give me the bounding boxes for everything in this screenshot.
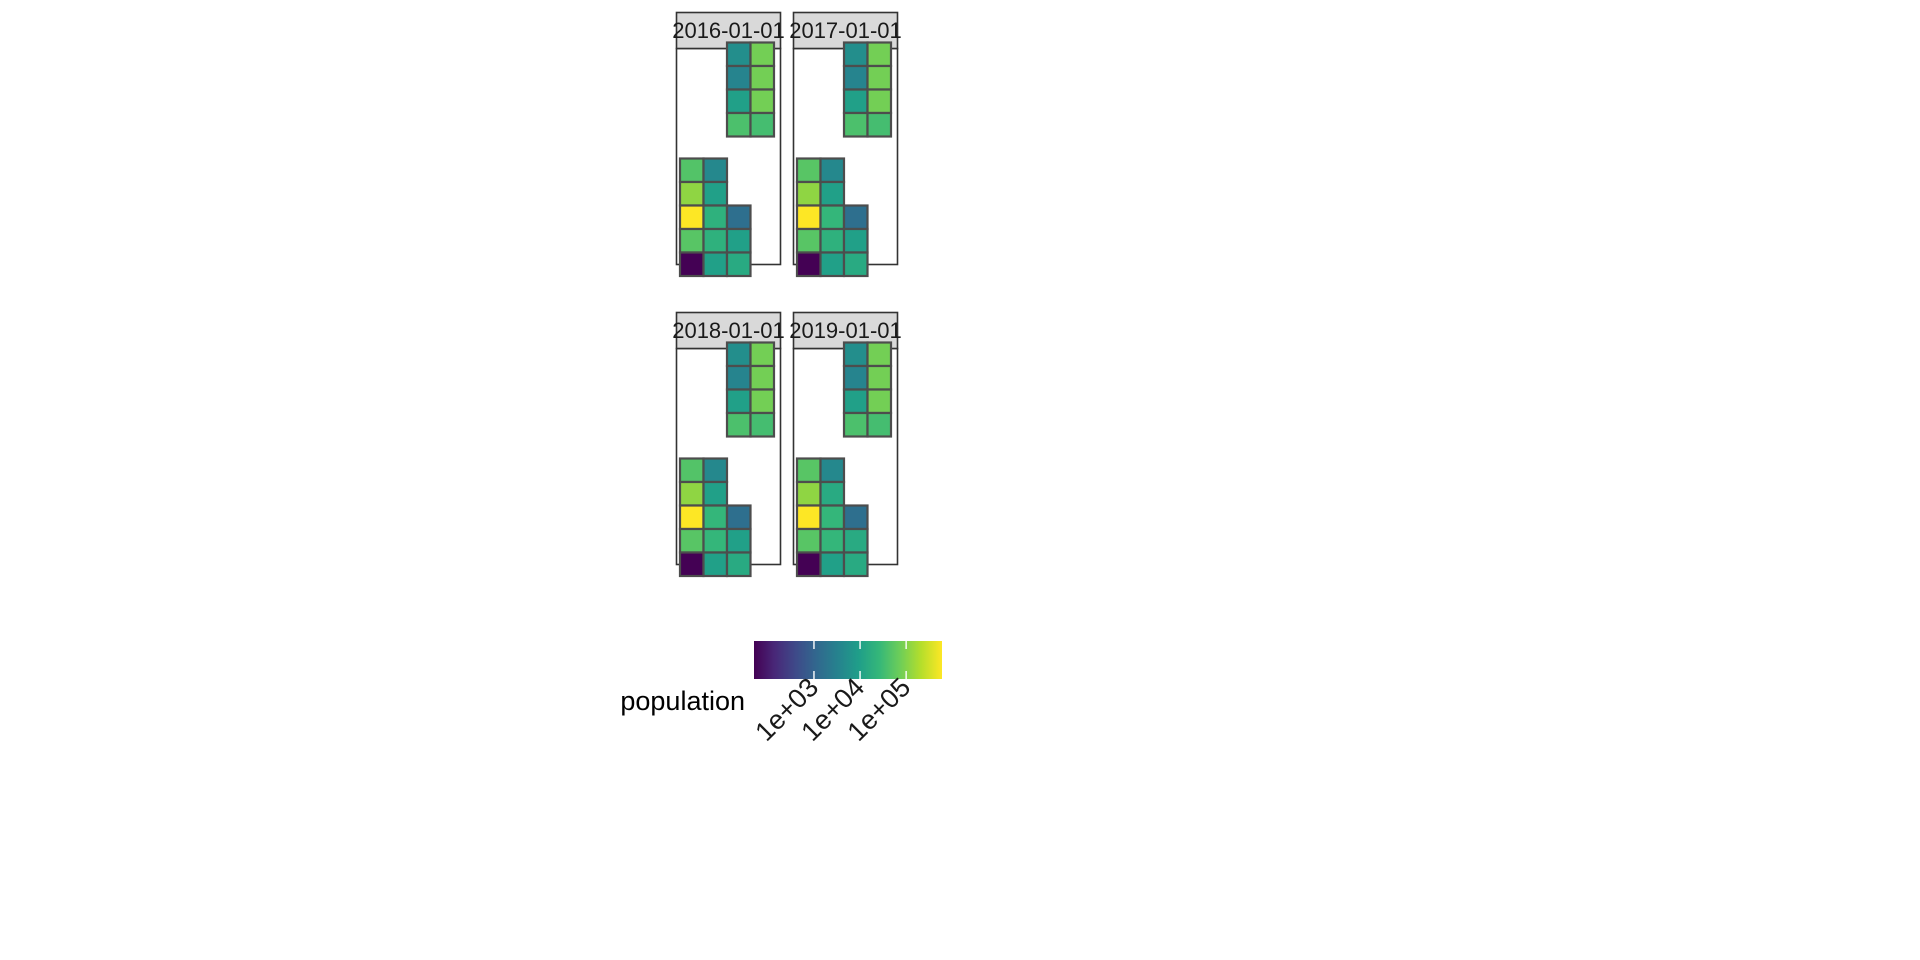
tile: [725, 388, 752, 415]
tile: [725, 341, 752, 368]
tile: [819, 551, 846, 578]
tile: [702, 204, 729, 231]
tile: [819, 504, 846, 531]
tile: [819, 527, 846, 554]
tile: [819, 180, 846, 207]
tile: [842, 251, 869, 278]
tile: [725, 364, 752, 391]
tile: [749, 41, 776, 68]
tile: [866, 341, 893, 368]
tile: [819, 251, 846, 278]
facet-label: 2016-01-01: [672, 18, 785, 43]
tile: [842, 111, 869, 138]
tile: [702, 227, 729, 254]
tile: [678, 251, 705, 278]
tile: [842, 64, 869, 91]
tile: [678, 157, 705, 184]
tile: [866, 41, 893, 68]
facet-panel: 2018-01-01: [672, 311, 785, 578]
tile: [749, 364, 776, 391]
tile: [702, 551, 729, 578]
tile: [725, 41, 752, 68]
tile: [842, 388, 869, 415]
tile: [795, 527, 822, 554]
tile: [749, 88, 776, 115]
tile: [749, 388, 776, 415]
tile: [795, 180, 822, 207]
tile: [866, 411, 893, 438]
tile: [795, 251, 822, 278]
tile: [725, 527, 752, 554]
tile: [866, 364, 893, 391]
tile: [725, 111, 752, 138]
facet-label: 2019-01-01: [789, 318, 902, 343]
tile: [702, 527, 729, 554]
tile: [866, 88, 893, 115]
tile: [749, 411, 776, 438]
legend-colorbar: [754, 641, 942, 679]
tile: [842, 204, 869, 231]
tile: [819, 157, 846, 184]
tile: [795, 457, 822, 484]
tile: [725, 251, 752, 278]
tile: [795, 157, 822, 184]
tile: [678, 551, 705, 578]
facet-panel: 2019-01-01: [789, 311, 902, 578]
tile: [678, 180, 705, 207]
tile: [819, 227, 846, 254]
tile: [702, 157, 729, 184]
tile: [842, 341, 869, 368]
tile: [866, 64, 893, 91]
tile: [795, 204, 822, 231]
tile: [819, 480, 846, 507]
legend-title: population: [620, 686, 745, 716]
tile: [725, 64, 752, 91]
tile: [842, 504, 869, 531]
tile: [725, 551, 752, 578]
tile: [819, 204, 846, 231]
tile: [678, 227, 705, 254]
tile: [795, 551, 822, 578]
tile: [725, 411, 752, 438]
facets: 2016-01-01 2017-01-01 2018-01-01 2019-01-01: [672, 11, 902, 578]
tile: [842, 527, 869, 554]
tile: [795, 227, 822, 254]
tile: [678, 457, 705, 484]
tile: [702, 504, 729, 531]
tile: [678, 204, 705, 231]
tile: [795, 504, 822, 531]
facet-label: 2017-01-01: [789, 18, 902, 43]
tile: [842, 364, 869, 391]
tile: [702, 480, 729, 507]
tile: [702, 180, 729, 207]
tile: [725, 227, 752, 254]
facet-panel: 2016-01-01: [672, 11, 785, 278]
tile: [678, 527, 705, 554]
tile: [725, 88, 752, 115]
tile: [842, 551, 869, 578]
tile: [749, 64, 776, 91]
tile: [842, 41, 869, 68]
facet-panel: 2017-01-01: [789, 11, 902, 278]
tile: [749, 341, 776, 368]
tile: [702, 251, 729, 278]
tile: [749, 111, 776, 138]
tile: [678, 480, 705, 507]
tile: [819, 457, 846, 484]
tile: [702, 457, 729, 484]
tile: [842, 227, 869, 254]
tile: [842, 88, 869, 115]
tile: [725, 504, 752, 531]
tile: [678, 504, 705, 531]
tile: [866, 111, 893, 138]
tile: [842, 411, 869, 438]
tile: [795, 480, 822, 507]
tile: [866, 388, 893, 415]
facet-label: 2018-01-01: [672, 318, 785, 343]
tile: [725, 204, 752, 231]
